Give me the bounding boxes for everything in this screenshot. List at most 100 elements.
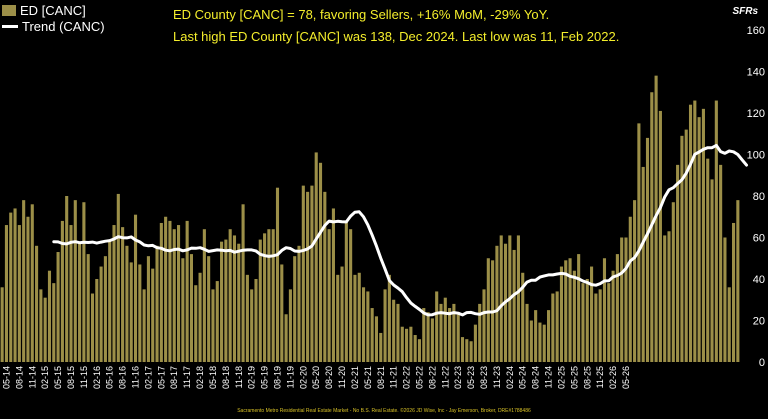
bar [714,100,718,363]
bar [13,208,17,362]
bar [17,225,21,362]
bar [30,204,34,362]
legend-swatch-trend [2,24,18,28]
trend-series [52,143,748,317]
bar [301,185,305,362]
x-tick-label: 05-23 [466,366,476,389]
x-tick-label: 08-22 [427,366,437,389]
headline-current: ED County [CANC] = 78, favoring Sellers,… [173,7,550,22]
x-tick-label: 02-25 [556,366,566,389]
bar [26,216,30,362]
x-tick-label: 11-14 [27,366,37,388]
x-tick-label: 05-15 [53,366,63,389]
bar [297,245,301,362]
bar [159,222,163,362]
x-tick-label: 08-24 [531,366,541,389]
bar [546,310,551,362]
bar [112,225,116,362]
bar [542,324,546,362]
bar [250,289,254,362]
bar [417,339,422,362]
bar [228,229,232,362]
bar [0,287,4,362]
bar [323,191,327,362]
bar [568,258,572,362]
bar [271,229,275,362]
bar [460,337,465,362]
legend-label-bars: ED [CANC] [20,2,86,18]
bar [456,312,460,362]
bar [254,279,258,362]
bar [731,222,736,362]
bar [379,332,383,362]
bar [697,117,701,363]
x-tick-label: 08-14 [14,366,24,389]
bar [719,164,723,362]
bar [439,303,443,362]
bar [422,308,426,362]
x-tick-label: 08-25 [582,366,592,389]
bar [667,231,671,362]
x-tick-label: 05-26 [621,366,631,389]
bar [267,229,271,362]
y-tick-label: 140 [747,67,765,79]
bar [211,289,215,362]
x-tick-label: 02-23 [453,366,463,389]
bar [22,200,26,362]
bar [361,287,366,362]
bar [47,270,52,362]
bar [164,216,168,362]
bar [581,283,585,362]
x-tick-label: 11-25 [595,366,605,388]
bar [448,308,452,362]
bar [710,179,714,362]
bar [443,297,447,362]
bar [310,185,314,362]
x-tick-label: 02-20 [298,366,308,389]
x-tick-label: 08-16 [118,366,128,389]
bar [572,270,576,362]
bar [641,166,645,362]
bar [129,262,133,362]
bar [671,202,675,362]
x-tick-label: 02-17 [143,366,153,389]
bar [318,162,323,362]
bar [426,312,430,362]
units-label: SFRs [732,6,758,17]
legend-swatch-bars [2,4,16,16]
x-tick-label: 11-16 [131,366,141,388]
bar [198,272,202,362]
bar [73,200,77,362]
bar [499,235,503,362]
bar [486,258,490,362]
bar [727,287,731,362]
bar [551,293,555,362]
bar [275,187,280,362]
bar [658,110,662,362]
bar [220,241,224,362]
bar [4,225,9,362]
x-tick-label: 11-23 [492,366,502,388]
bar [482,289,486,362]
bar [90,293,95,362]
y-axis: 0 20 40 60 80 100 120 140 160 [747,25,765,369]
bar [142,289,146,362]
x-tick-label: 08-23 [479,366,489,389]
bar [615,254,619,362]
bar [663,235,667,362]
bar [60,220,64,362]
bar [349,229,353,362]
bar [293,256,297,362]
x-tick-label: 11-17 [182,366,192,388]
bar [189,254,194,362]
bar [607,283,611,362]
bar [374,316,379,362]
bar [35,245,39,362]
bar [39,289,43,362]
x-tick-label: 08-18 [221,366,231,389]
x-tick-label: 08-19 [273,366,283,389]
bar [78,241,82,362]
x-tick-label: 02-15 [40,366,50,389]
x-tick-label: 05-20 [311,366,321,389]
legend: ED [CANC] Trend (CANC) [0,0,111,36]
